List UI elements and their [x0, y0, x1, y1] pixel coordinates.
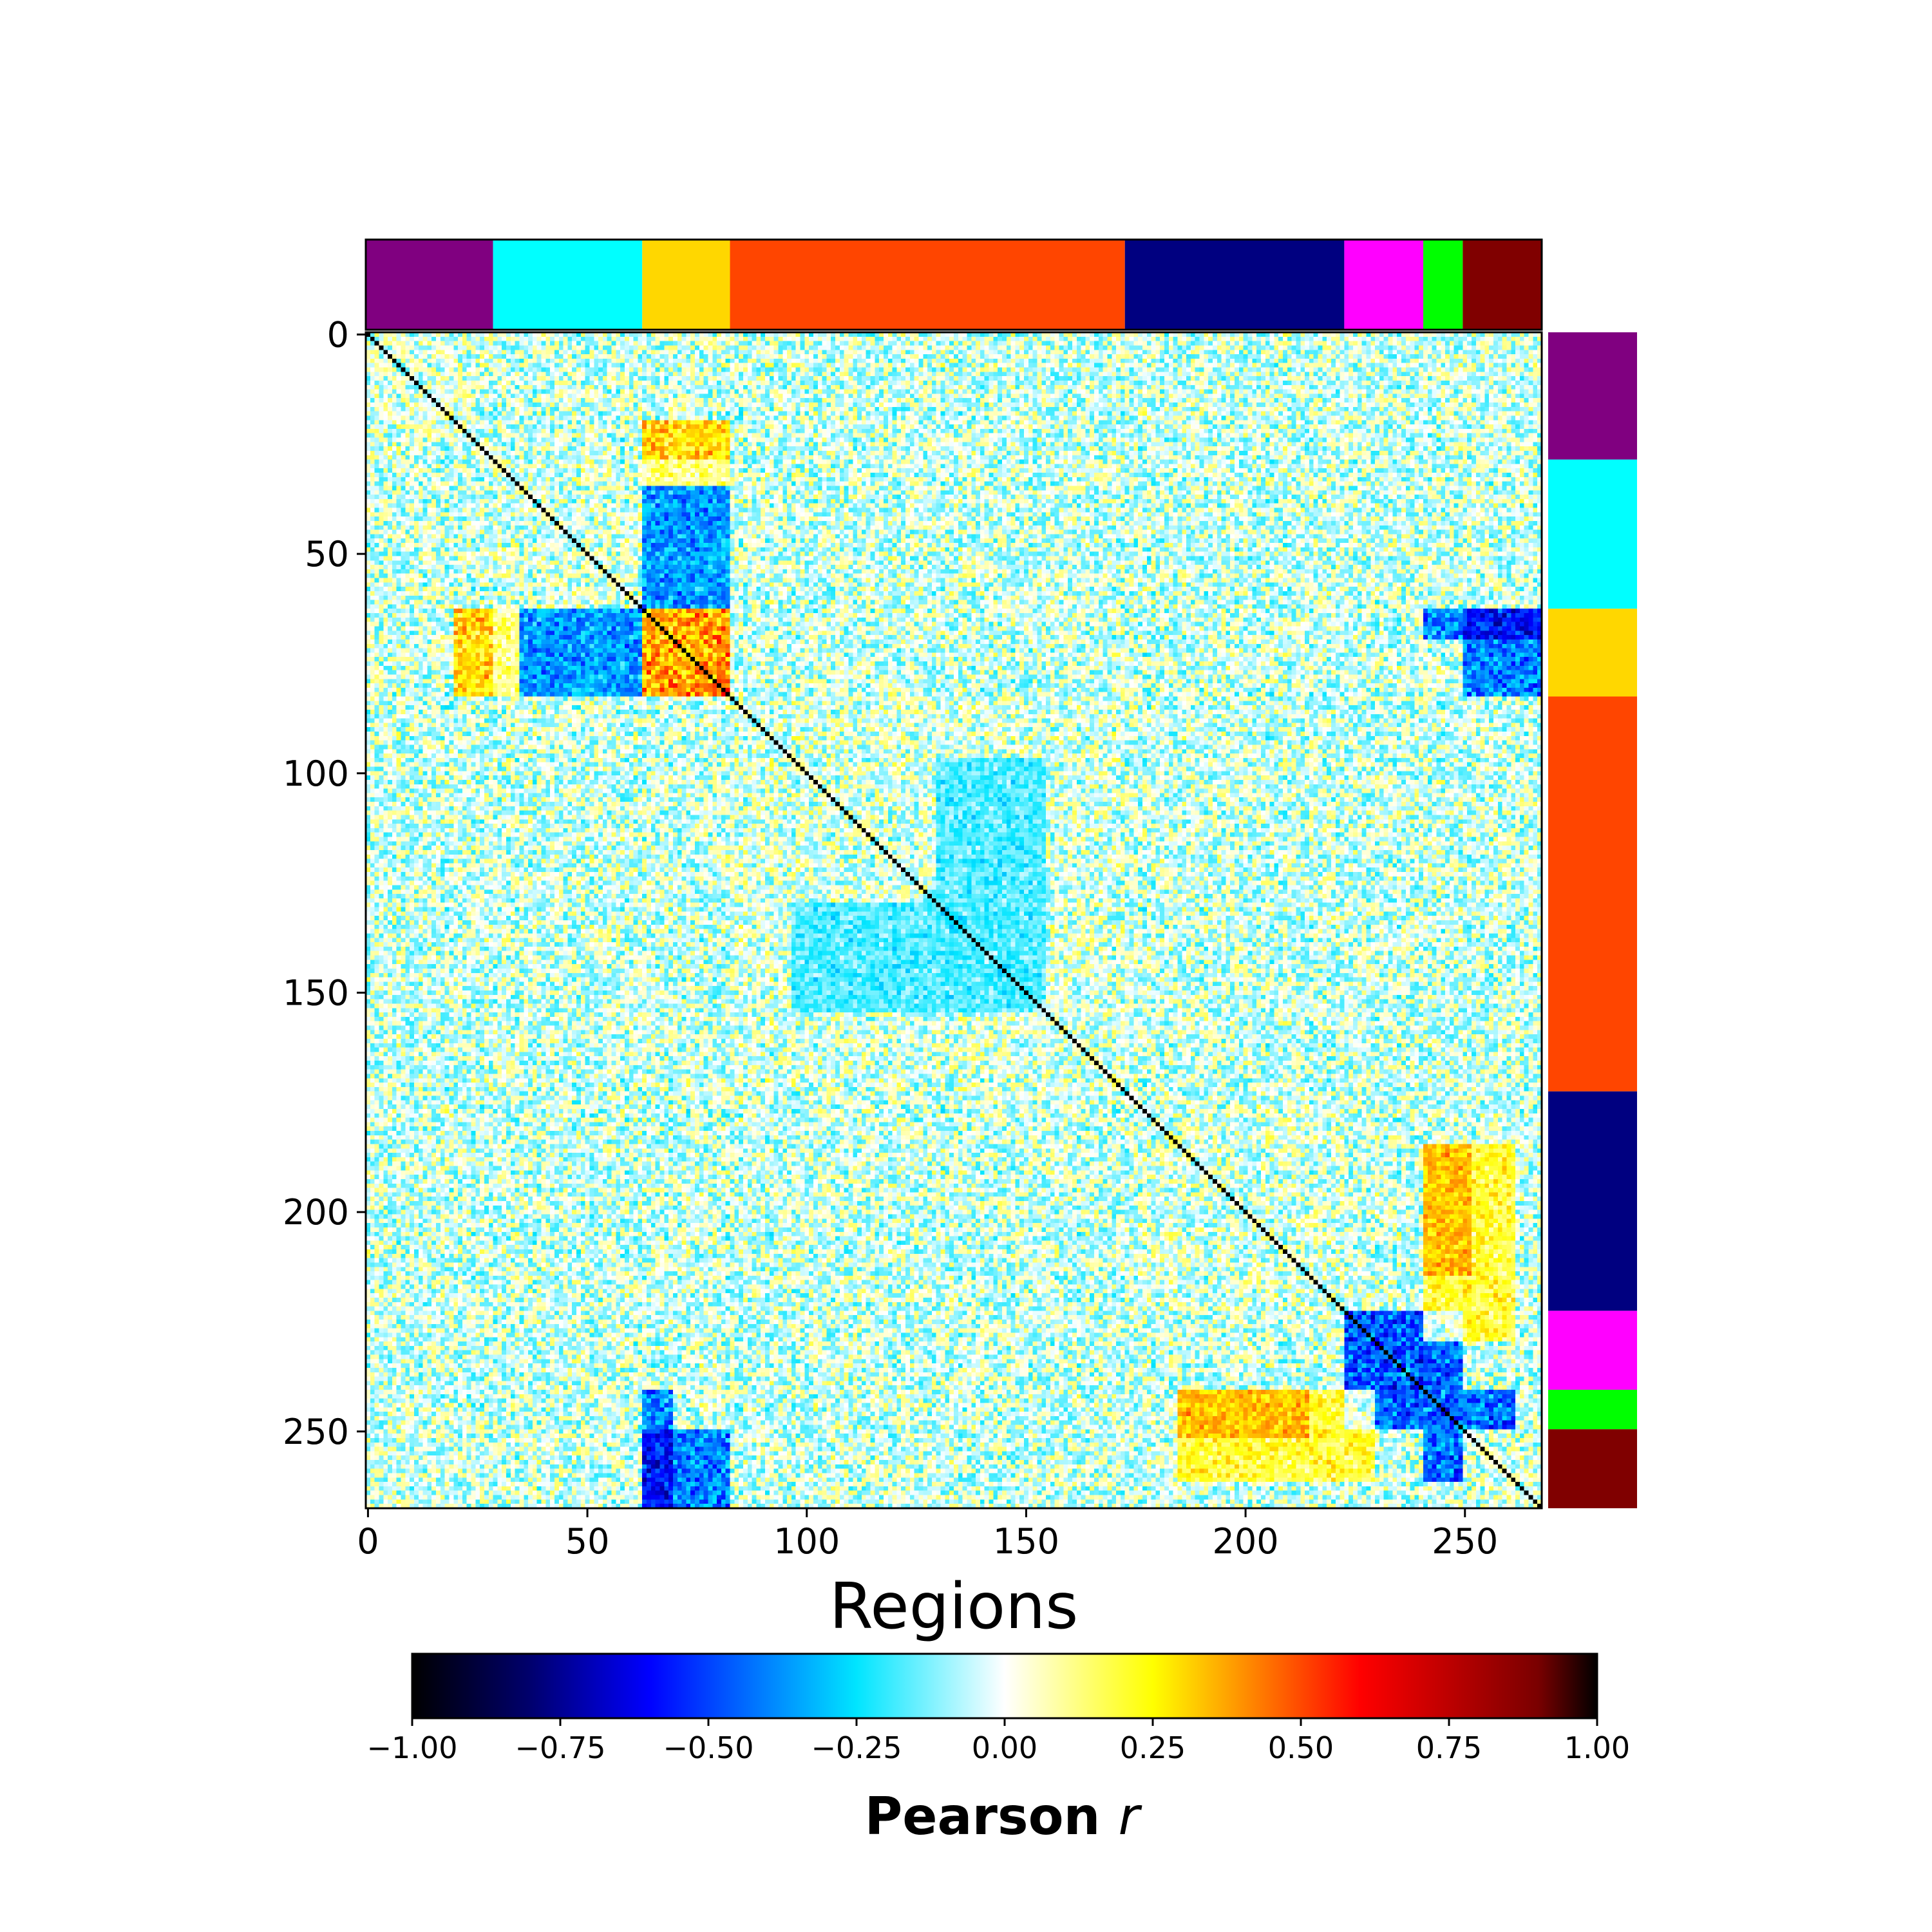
- y-tick-label: 250: [283, 1412, 349, 1452]
- colorbar-tick-label: −0.25: [811, 1730, 902, 1765]
- colorbar-tick-label: 0.50: [1268, 1730, 1334, 1765]
- network-segment-right-3: [1548, 696, 1637, 1092]
- network-color-bar-top: [365, 238, 1543, 331]
- colorbar-tick-label: −1.00: [367, 1730, 458, 1765]
- network-segment-right-6: [1548, 1390, 1637, 1430]
- colorbar-label-text: Pearson: [865, 1786, 1101, 1846]
- colorbar-tick-label: 0.25: [1120, 1730, 1186, 1765]
- network-segment-right-1: [1548, 459, 1637, 609]
- network-segment-top-0: [366, 240, 493, 330]
- y-tick-label: 200: [283, 1192, 349, 1233]
- x-axis: 0 50 100 150 200 250: [357, 1508, 1498, 1562]
- network-segment-right-2: [1548, 609, 1637, 697]
- heatmap-canvas: [366, 332, 1542, 1508]
- y-tick-label: 0: [327, 314, 349, 355]
- network-segment-right-5: [1548, 1311, 1637, 1390]
- x-tick-label: 250: [1432, 1521, 1498, 1562]
- network-segment-right-7: [1548, 1429, 1637, 1508]
- x-tick-label: 0: [357, 1521, 379, 1562]
- heatmap-frame: [365, 331, 1543, 1510]
- network-segment-top-4: [1124, 240, 1345, 330]
- colorbar-label-italic: r: [1118, 1786, 1142, 1846]
- network-segment-top-7: [1463, 240, 1542, 330]
- colorbar-tick-label: −0.75: [515, 1730, 606, 1765]
- colorbar-tick-label: 1.00: [1564, 1730, 1630, 1765]
- colorbar-gradient: [412, 1654, 1597, 1718]
- heatmap-image-container: [366, 332, 1542, 1508]
- network-segment-top-1: [493, 240, 643, 330]
- y-tick-label: 50: [305, 534, 349, 574]
- colorbar-ticks: −1.00 −0.75 −0.50 −0.25 0.00 0.25 0.50 0.75 1.00: [367, 1718, 1630, 1765]
- network-segment-top-2: [642, 240, 730, 330]
- colorbar-label: Pearson r: [865, 1786, 1143, 1846]
- network-bar-top-frame: [365, 238, 1543, 331]
- y-axis: 0 50 100 150 200 250: [283, 314, 366, 1452]
- x-tick-label: 200: [1213, 1521, 1279, 1562]
- y-tick-label: 150: [283, 972, 349, 1013]
- network-segment-top-3: [730, 240, 1125, 330]
- colorbar-tick-label: 0.75: [1416, 1730, 1482, 1765]
- network-segment-right-0: [1548, 332, 1637, 460]
- network-segment-right-4: [1548, 1091, 1637, 1311]
- x-tick-label: 50: [565, 1521, 610, 1562]
- x-axis-label: Regions: [829, 1570, 1079, 1643]
- colorbar-tick-label: −0.50: [663, 1730, 754, 1765]
- network-segment-top-6: [1423, 240, 1463, 330]
- y-tick-label: 100: [283, 753, 349, 794]
- colorbar-tick-label: 0.00: [972, 1730, 1037, 1765]
- x-tick-label: 100: [773, 1521, 840, 1562]
- network-segment-top-5: [1344, 240, 1424, 330]
- network-color-bar-right: [1548, 332, 1637, 1508]
- x-tick-label: 150: [993, 1521, 1059, 1562]
